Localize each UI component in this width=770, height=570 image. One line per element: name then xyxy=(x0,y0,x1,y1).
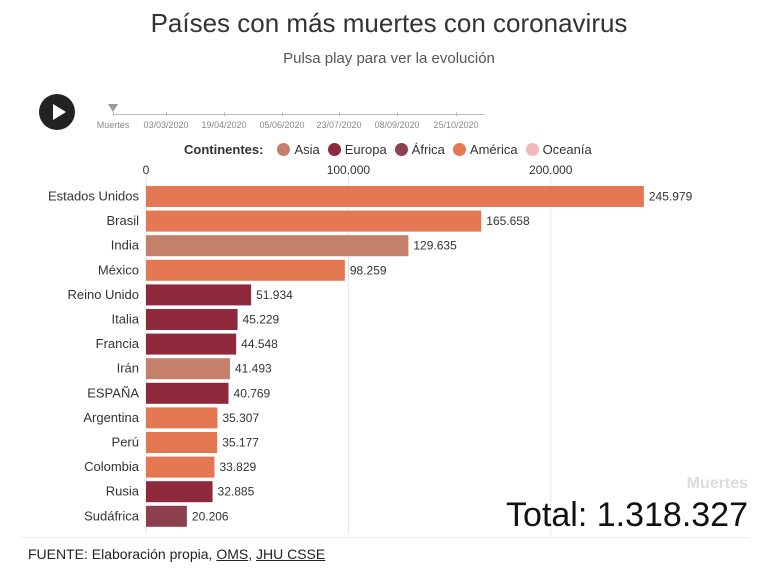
timeline-tick xyxy=(397,112,398,116)
bar xyxy=(146,456,215,478)
metric-label: Muertes xyxy=(687,475,748,492)
bar xyxy=(146,358,230,380)
value-label: 35.307 xyxy=(222,411,259,425)
category-label: Brasil xyxy=(106,213,139,228)
bar-chart: 0 100.000 200.000 Estados Unidos 245.979 Bras… xyxy=(48,163,748,534)
timeline-date-label: 19/04/2020 xyxy=(201,120,247,130)
value-label: 32.885 xyxy=(218,485,255,499)
timeline-date-label: 23/07/2020 xyxy=(316,120,362,130)
continent-legend: Continentes: Asia Europa África América … xyxy=(184,140,600,158)
legend-label-america: América xyxy=(469,141,518,157)
bar xyxy=(146,505,187,527)
total-counter: Total: 1.318.327 xyxy=(506,496,748,534)
footer-divider xyxy=(20,537,750,538)
timeline-tick xyxy=(113,112,114,116)
value-label: 245.979 xyxy=(649,190,693,204)
legend-item-africa[interactable]: África xyxy=(394,141,445,157)
legend-item-oceania[interactable]: Oceanía xyxy=(525,141,592,157)
x-tick-label: 0 xyxy=(143,163,150,177)
timeline-tick xyxy=(339,112,340,116)
value-label: 45.229 xyxy=(243,313,280,327)
bar xyxy=(146,284,252,306)
legend-title: Continentes: xyxy=(184,141,264,157)
source-prefix: FUENTE: Elaboración propia, xyxy=(28,546,217,562)
source-note: FUENTE: Elaboración propia, OMS, JHU CSS… xyxy=(28,546,325,562)
legend-item-america[interactable]: América xyxy=(452,141,518,157)
value-label: 98.259 xyxy=(350,263,387,277)
legend-label-oceania: Oceanía xyxy=(542,141,592,157)
bar xyxy=(146,210,482,232)
x-tick-label: 200.000 xyxy=(529,163,573,177)
timeline-date-label: 03/03/2020 xyxy=(143,120,189,130)
chart-title: Países con más muertes con coronavirus xyxy=(150,8,628,38)
value-label: 165.658 xyxy=(486,214,530,228)
legend-label-europa: Europa xyxy=(344,141,387,157)
chart-subtitle: Pulsa play para ver la evolución xyxy=(283,50,495,67)
value-label: 33.829 xyxy=(219,460,256,474)
category-label: Rusia xyxy=(106,484,140,499)
category-label: Estados Unidos xyxy=(48,189,140,204)
timeline-track[interactable] xyxy=(113,114,484,115)
category-label: Sudáfrica xyxy=(84,508,140,523)
bar xyxy=(146,407,218,429)
timeline-tick xyxy=(224,112,225,116)
legend-swatch-america xyxy=(452,142,466,156)
timeline-slider[interactable]: Muertes 03/03/2020 19/04/2020 05/06/2020 23/… xyxy=(94,100,486,140)
value-label: 20.206 xyxy=(192,509,229,523)
source-link-jhu[interactable]: JHU CSSE xyxy=(255,546,326,562)
bar xyxy=(146,432,218,453)
legend-item-asia[interactable]: Asia xyxy=(277,141,320,157)
play-icon xyxy=(53,104,66,120)
timeline-tick xyxy=(456,112,457,116)
timeline-date-label: 25/10/2020 xyxy=(433,120,479,130)
category-label: Reino Unido xyxy=(67,287,139,302)
value-label: 44.548 xyxy=(241,337,278,351)
bar xyxy=(146,333,237,355)
category-label: Argentina xyxy=(83,410,139,425)
timeline-label-metric: Muertes xyxy=(96,120,130,130)
bar xyxy=(146,382,229,404)
value-label: 41.493 xyxy=(235,362,272,376)
category-label: México xyxy=(98,262,139,277)
play-button[interactable] xyxy=(39,94,75,130)
category-label: Perú xyxy=(112,435,139,450)
timeline-tick xyxy=(166,112,167,116)
bar xyxy=(146,186,644,207)
timeline-date-label: 05/06/2020 xyxy=(259,120,305,130)
bar xyxy=(146,259,345,281)
category-label: Francia xyxy=(96,336,140,351)
value-label: 40.769 xyxy=(234,386,271,400)
legend-swatch-asia xyxy=(277,142,291,156)
legend-label-africa: África xyxy=(411,141,445,157)
source-separator: , xyxy=(248,546,256,562)
category-label: Italia xyxy=(112,312,140,327)
legend-item-europa[interactable]: Europa xyxy=(327,141,387,157)
category-label: Colombia xyxy=(84,459,140,474)
timeline-handle[interactable] xyxy=(108,104,118,112)
legend-label-asia: Asia xyxy=(294,141,320,157)
category-label: India xyxy=(111,238,140,253)
bar xyxy=(146,481,213,503)
value-label: 51.934 xyxy=(256,288,293,302)
category-label: ESPAÑA xyxy=(87,385,139,400)
timeline-date-label: 08/09/2020 xyxy=(374,120,420,130)
x-tick-label: 100.000 xyxy=(327,163,371,177)
bar xyxy=(146,309,238,330)
value-label: 129.635 xyxy=(413,239,457,253)
bar xyxy=(146,235,409,257)
legend-swatch-oceania xyxy=(525,142,539,156)
source-link-oms[interactable]: OMS xyxy=(216,546,249,562)
timeline-tick xyxy=(282,112,283,116)
category-label: Irán xyxy=(117,361,139,376)
value-label: 35.177 xyxy=(222,436,259,450)
legend-swatch-europa xyxy=(327,142,341,156)
legend-swatch-africa xyxy=(394,142,408,156)
